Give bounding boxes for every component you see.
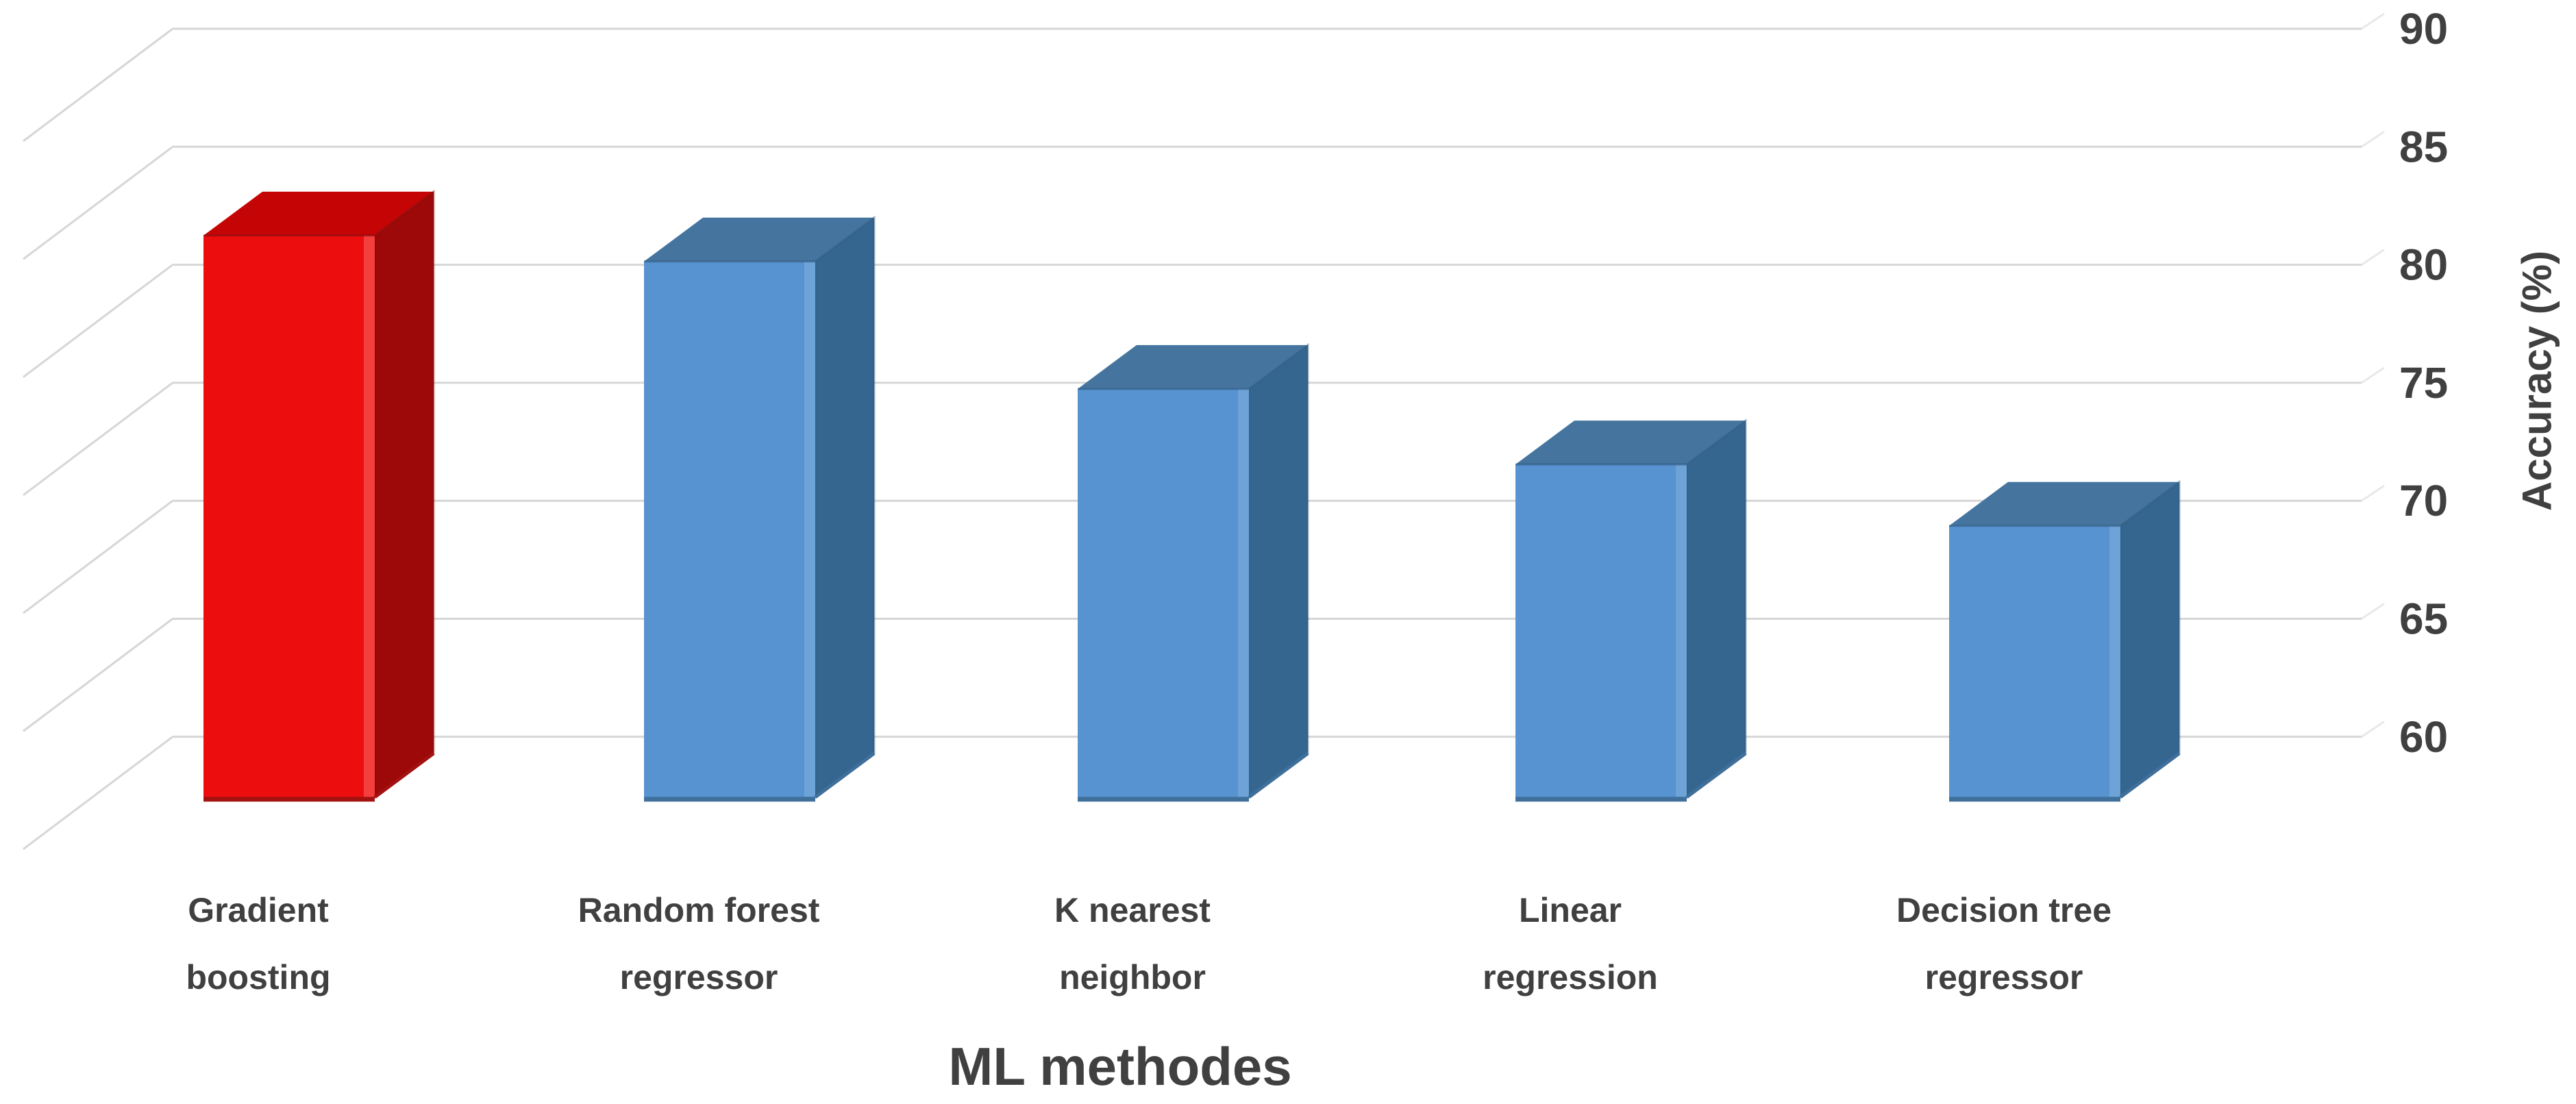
- bar-side-face: [814, 215, 876, 799]
- bar-top-face: [1515, 421, 1746, 465]
- bar-front-highlight: [364, 235, 375, 797]
- bar-front-face: [644, 261, 815, 797]
- bar-front-highlight: [1238, 388, 1249, 797]
- y-tick-label: 80: [2399, 240, 2448, 290]
- category-label: Decision tree regressor: [1896, 891, 2111, 996]
- bar-front-face: [1515, 464, 1687, 797]
- y-tick-label: 90: [2399, 4, 2448, 53]
- category-label: Random forest regressor: [578, 891, 820, 996]
- grid-diagonal: [23, 500, 173, 614]
- bar-side-face: [373, 189, 435, 799]
- bar-front-highlight: [2109, 525, 2120, 797]
- bar-front-highlight: [804, 261, 815, 797]
- grid-hook: [2361, 603, 2385, 620]
- y-axis-title: Accuracy (%): [2514, 251, 2560, 511]
- bar-front-highlight: [1676, 464, 1687, 797]
- bar-side-bottom-edge: [373, 751, 435, 799]
- y-tick-label: 85: [2399, 122, 2448, 171]
- grid-hook: [2361, 131, 2385, 148]
- grid-diagonal: [23, 27, 173, 142]
- bar-linear-regression: [1515, 418, 1747, 802]
- bar-layer: [203, 189, 2181, 802]
- bar-top-face: [1078, 344, 1308, 389]
- grid-diagonal: [23, 264, 173, 378]
- bar-side-face: [1685, 418, 1747, 799]
- bar-side-face: [1248, 342, 1309, 799]
- bar-side-face: [2119, 479, 2181, 799]
- y-tick-label: 70: [2399, 476, 2448, 525]
- grid-hook: [2361, 720, 2385, 738]
- bar-front-face: [1078, 388, 1249, 797]
- grid-hook: [2361, 12, 2385, 30]
- bar-side-bottom-edge: [814, 751, 876, 799]
- bar-top-face: [644, 217, 874, 262]
- grid-hook: [2361, 484, 2385, 502]
- bar-gradient-boosting: [203, 189, 435, 802]
- category-label: Gradient boosting: [186, 891, 330, 996]
- bar-top-face: [1949, 481, 2179, 526]
- bar-decision-tree-regressor: [1949, 479, 2181, 802]
- y-tick-label: 60: [2399, 712, 2448, 762]
- category-label: Linear regression: [1483, 891, 1658, 996]
- grid-diagonal: [23, 146, 173, 260]
- grid-diagonal: [23, 618, 173, 732]
- bar-random-forest-regressor: [644, 215, 876, 802]
- bar-front-face: [203, 235, 375, 797]
- category-label: K nearest neighbor: [1054, 891, 1211, 996]
- bar-top-face: [203, 191, 434, 236]
- bar-front-face: [1949, 525, 2120, 797]
- bar-side-bottom-edge: [2119, 751, 2181, 799]
- y-tick-label: 65: [2399, 594, 2448, 644]
- grid-hook: [2361, 249, 2385, 266]
- grid-diagonal: [23, 381, 173, 497]
- y-tick-label: 75: [2399, 358, 2448, 407]
- category-labels: Gradient boosting Random forest regressor K …: [186, 891, 2111, 996]
- y-tick-labels: 90 85 80 75 70 65 60: [2399, 4, 2448, 762]
- grid-hook: [2361, 366, 2385, 384]
- x-axis-title: ML methodes: [948, 1036, 1291, 1096]
- bar-k-nearest-neighbor: [1078, 342, 1309, 802]
- grid-diagonal: [23, 736, 173, 850]
- bar-side-bottom-edge: [1685, 751, 1747, 799]
- bar-side-bottom-edge: [1248, 751, 1309, 799]
